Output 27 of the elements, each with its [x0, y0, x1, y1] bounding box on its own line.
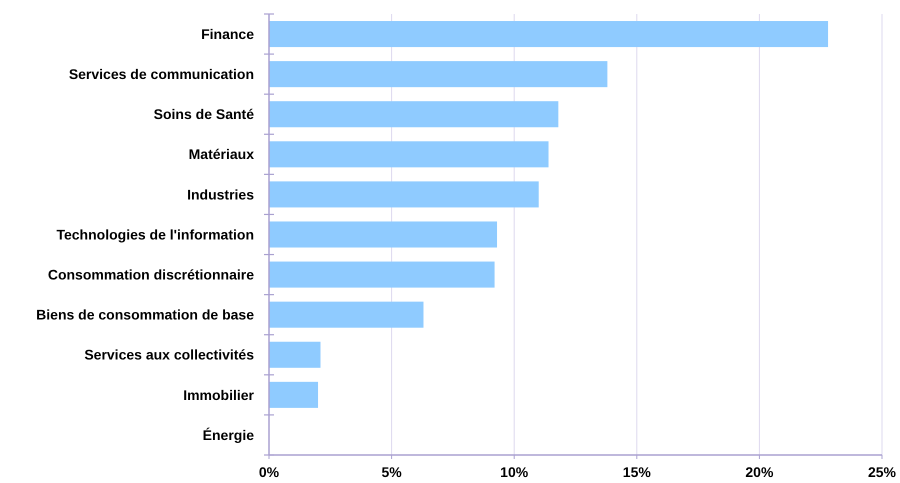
bar [269, 262, 495, 288]
y-tick-label: Industries [187, 186, 254, 202]
bar [269, 101, 558, 128]
x-tick-label: 15% [622, 464, 652, 480]
y-tick-label: Technologies de l'information [56, 226, 254, 242]
bar [269, 61, 608, 88]
bar [269, 221, 498, 248]
y-tick-label: Consommation discrétionnaire [48, 266, 254, 282]
x-tick-label: 20% [745, 464, 774, 480]
bar [269, 141, 549, 168]
bar [269, 382, 318, 408]
bar [269, 21, 828, 48]
y-tick-label: Services de communication [68, 66, 254, 82]
bar [269, 181, 539, 208]
bar [269, 302, 424, 328]
x-tick-label: 5% [381, 464, 402, 480]
y-tick-label: Services aux collectivités [84, 346, 254, 363]
y-tick-label: Finance [201, 26, 254, 42]
y-tick-label: Énergie [202, 426, 254, 443]
y-tick-label: Soins de Santé [154, 106, 254, 122]
y-tick-label: Matériaux [188, 146, 254, 162]
y-tick-label: Immobilier [183, 386, 255, 403]
x-tick-label: 25% [868, 464, 897, 480]
y-tick-label: Biens de consommation de base [36, 306, 254, 323]
bar [269, 342, 320, 368]
x-tick-label: 0% [258, 464, 280, 480]
x-tick-label: 10% [500, 464, 529, 480]
